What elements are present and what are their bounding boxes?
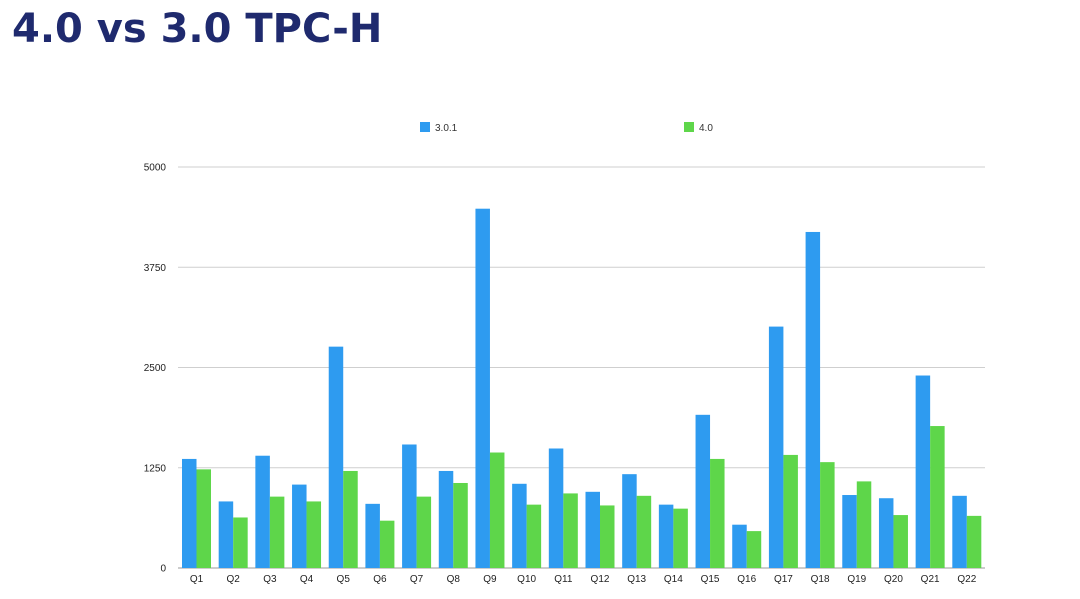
legend-label-2: 4.0 [699, 123, 713, 134]
bar-q2-series-2 [233, 517, 248, 568]
x-tick-label: Q3 [263, 574, 277, 585]
x-tick-label: Q2 [227, 574, 241, 585]
bar-q19-series-1 [842, 495, 857, 568]
bar-q1-series-1 [182, 458, 197, 568]
bar-q1-series-2 [196, 469, 211, 568]
y-axis: 0 1250 2500 3750 5000 [144, 163, 167, 575]
x-tick-label: Q20 [884, 574, 903, 585]
x-tick-label: Q15 [701, 574, 720, 585]
bar-q18-series-2 [820, 462, 835, 568]
legend-label-1: 3.0.1 [435, 123, 458, 134]
x-tick-label: Q5 [337, 574, 351, 585]
y-tick-label: 0 [160, 564, 166, 575]
slide-title: 4.0 vs 3.0 TPC-H [12, 6, 383, 52]
bar-q7-series-1 [402, 444, 417, 568]
x-tick-label: Q17 [774, 574, 793, 585]
x-tick-label: Q4 [300, 574, 314, 585]
bar-q4-series-1 [292, 484, 307, 568]
bar-q17-series-2 [783, 454, 798, 568]
bar-q13-series-1 [622, 474, 637, 568]
bar-q8-series-2 [453, 482, 468, 568]
bar-q6-series-1 [365, 503, 380, 568]
y-tick-label: 5000 [144, 163, 167, 174]
bar-q12-series-1 [585, 491, 600, 568]
bar-q13-series-2 [636, 495, 652, 568]
bar-q5-series-1 [328, 346, 344, 568]
bar-q4-series-2 [306, 501, 322, 568]
x-tick-label: Q9 [483, 574, 497, 585]
bar-q9-series-2 [489, 452, 505, 568]
bar-q20-series-1 [878, 498, 894, 568]
x-tick-label: Q19 [847, 574, 866, 585]
legend-swatch-2 [684, 122, 694, 132]
bar-q5-series-2 [343, 470, 358, 568]
bar-q9-series-1 [475, 208, 490, 569]
bar-q18-series-1 [805, 231, 821, 568]
bar-q6-series-2 [379, 520, 395, 568]
bar-q12-series-2 [600, 505, 615, 568]
bar-q8-series-1 [438, 470, 454, 568]
legend: 3.0.1 4.0 [420, 122, 713, 134]
x-tick-label: Q16 [737, 574, 756, 585]
bar-q7-series-2 [416, 496, 432, 568]
y-tick-label: 2500 [144, 363, 167, 374]
x-tick-label: Q18 [811, 574, 830, 585]
y-tick-label: 1250 [144, 463, 167, 474]
bar-q10-series-1 [512, 483, 527, 568]
x-tick-label: Q12 [591, 574, 610, 585]
bar-q22-series-1 [952, 495, 967, 568]
bar-q15-series-1 [695, 414, 711, 568]
bar-q15-series-2 [710, 458, 725, 568]
bar-q2-series-1 [218, 501, 234, 568]
x-tick-label: Q11 [554, 574, 573, 585]
legend-swatch-1 [420, 122, 430, 132]
x-tick-label: Q14 [664, 574, 683, 585]
x-tick-label: Q22 [957, 574, 976, 585]
bar-q10-series-2 [526, 504, 542, 568]
bar-q16-series-2 [746, 531, 762, 568]
x-tick-label: Q6 [373, 574, 387, 585]
bar-q3-series-1 [255, 455, 270, 568]
x-tick-label: Q8 [447, 574, 461, 585]
bar-q21-series-2 [930, 426, 945, 568]
bar-q21-series-1 [915, 375, 931, 568]
bar-q17-series-1 [768, 326, 784, 568]
x-tick-label: Q1 [190, 574, 204, 585]
bar-q14-series-2 [673, 508, 688, 568]
bar-q14-series-1 [658, 504, 674, 568]
x-tick-label: Q7 [410, 574, 424, 585]
bar-q11-series-2 [563, 493, 578, 568]
bar-q19-series-2 [856, 481, 872, 568]
bar-q16-series-1 [732, 524, 747, 568]
x-axis: Q1 Q2 Q3 Q4 Q5 Q6 Q7 Q8 Q9 Q10 Q11 Q12 Q13 Q14 Q15 Q16 Q… [190, 574, 977, 585]
x-tick-label: Q21 [921, 574, 940, 585]
x-tick-label: Q10 [517, 574, 536, 585]
x-tick-label: Q13 [627, 574, 646, 585]
bar-q3-series-2 [269, 496, 285, 568]
bars [182, 208, 982, 569]
bar-q11-series-1 [548, 448, 564, 568]
y-tick-label: 3750 [144, 263, 167, 274]
bar-q20-series-2 [893, 515, 908, 568]
bar-q22-series-2 [966, 515, 982, 568]
